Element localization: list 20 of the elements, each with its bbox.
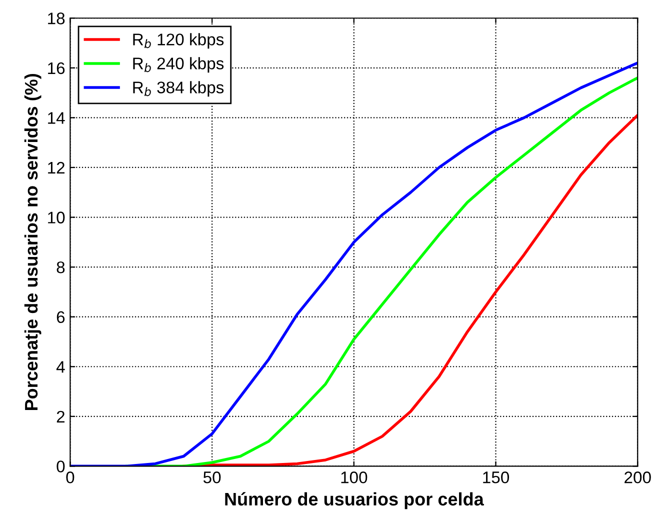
legend-label: R$_{b}$ 384 kbps: [133, 81, 224, 97]
y-tick-label: 14: [48, 112, 65, 124]
legend-label: R$_{b}$ 240 kbps: [133, 57, 224, 73]
x-tick-label: 150: [483, 472, 510, 484]
x-tick-label: 100: [341, 472, 368, 484]
y-tick-label: 16: [48, 62, 65, 74]
x-tick-label: 0: [66, 472, 74, 484]
x-tick-label: 50: [203, 472, 221, 484]
y-tick-label: 0: [56, 460, 65, 472]
y-tick-label: 10: [48, 212, 65, 224]
y-axis-title: Porcenatje de usuarios no servidos (%): [24, 74, 42, 410]
legend-label: R$_{b}$ 120 kbps: [133, 33, 224, 49]
y-tick-label: 4: [56, 361, 65, 373]
y-tick-label: 8: [56, 261, 65, 274]
y-tick-label: 18: [48, 12, 65, 24]
x-axis-title: Número de usuarios por celda: [225, 492, 484, 510]
y-tick-label: 6: [56, 311, 65, 324]
y-tick-label: 12: [48, 162, 64, 174]
y-tick-label: 2: [56, 410, 64, 422]
x-tick-label: 200: [624, 472, 651, 484]
